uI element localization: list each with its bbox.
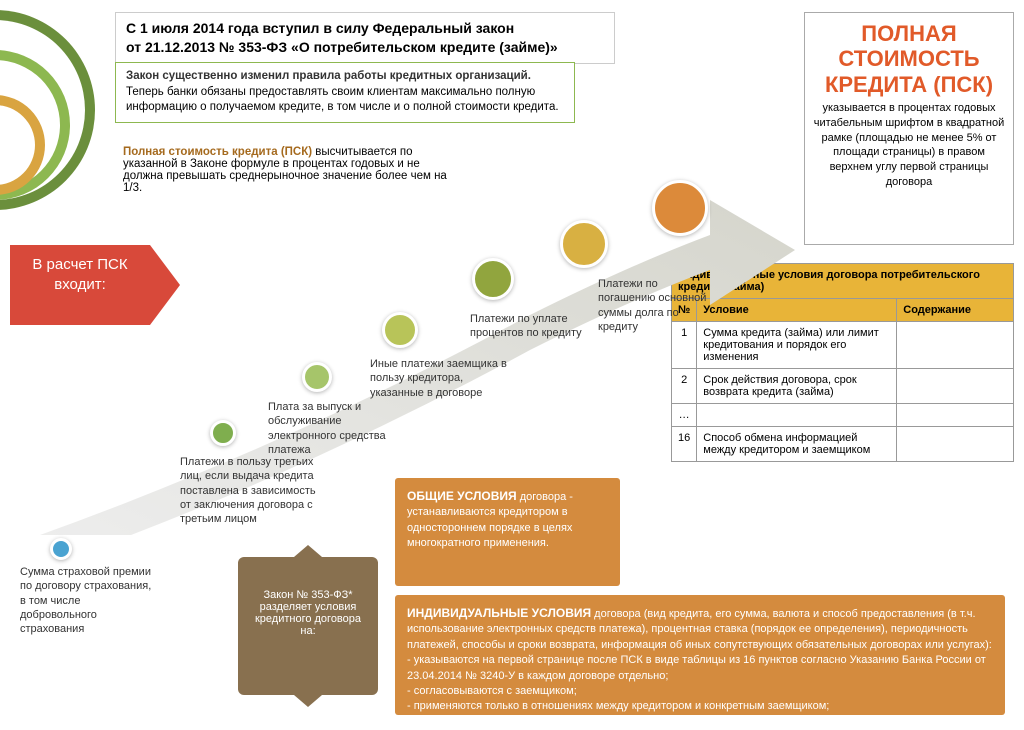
bubble-7 [652, 180, 708, 236]
bubble-1 [50, 538, 72, 560]
bubble-2 [210, 420, 236, 446]
header-box-2: Закон существенно изменил правила работы… [115, 62, 575, 123]
psk-box: ПОЛНАЯ СТОИМОСТЬ КРЕДИТА (ПСК) указывает… [804, 12, 1014, 245]
header-box-3: Полная стоимость кредита (ПСК) высчитыва… [115, 142, 455, 198]
title-line1: С 1 июля 2014 года вступил в силу Федера… [126, 20, 514, 36]
ob2-title: ИНДИВИДУАЛЬНЫЕ УСЛОВИЯ [407, 606, 591, 620]
bubble-label-3: Плата за выпуск и обслуживание электронн… [268, 400, 408, 457]
psk-text: указывается в процентах годовых читабель… [813, 101, 1005, 190]
bubble-label-4: Иные платежи заемщика в пользу кредитора… [370, 357, 510, 400]
row-v [897, 404, 1014, 427]
header-title-box: С 1 июля 2014 года вступил в силу Федера… [115, 12, 615, 64]
box2-bold: Закон существенно изменил правила работы… [126, 70, 531, 82]
bubble-label-1: Сумма страховой премии по договору страх… [20, 565, 160, 636]
title-line2: от 21.12.2013 № 353-ФЗ «О потребительско… [126, 39, 558, 55]
row-v [897, 427, 1014, 462]
bubble-5 [472, 258, 514, 300]
ob2-text: договора (вид кредита, его сумма, валюта… [407, 608, 992, 728]
box2-text: Теперь банки обязаны предоставлять своим… [126, 86, 559, 114]
psk-title: ПОЛНАЯ СТОИМОСТЬ КРЕДИТА (ПСК) [813, 21, 1005, 97]
bubble-label-6: Платежи по погашению основной суммы долг… [598, 277, 713, 334]
bubble-4 [382, 312, 418, 348]
law-text: Закон № 353-ФЗ* разделяет условия кредит… [255, 589, 361, 637]
box3-bold: Полная стоимость кредита (ПСК) [123, 146, 312, 158]
bubble-3 [302, 362, 332, 392]
bubble-label-2: Платежи в пользу третьих лиц, если выдач… [180, 455, 320, 526]
col-content: Содержание [897, 299, 1014, 322]
row-v [897, 369, 1014, 404]
bubble-label-5: Платежи по уплате процентов по кредиту [470, 312, 610, 341]
law-box: Закон № 353-ФЗ* разделяет условия кредит… [238, 557, 378, 695]
bubble-6 [560, 220, 608, 268]
individual-conditions-box: ИНДИВИДУАЛЬНЫЕ УСЛОВИЯ договора (вид кре… [395, 595, 1005, 715]
row-v [897, 322, 1014, 369]
